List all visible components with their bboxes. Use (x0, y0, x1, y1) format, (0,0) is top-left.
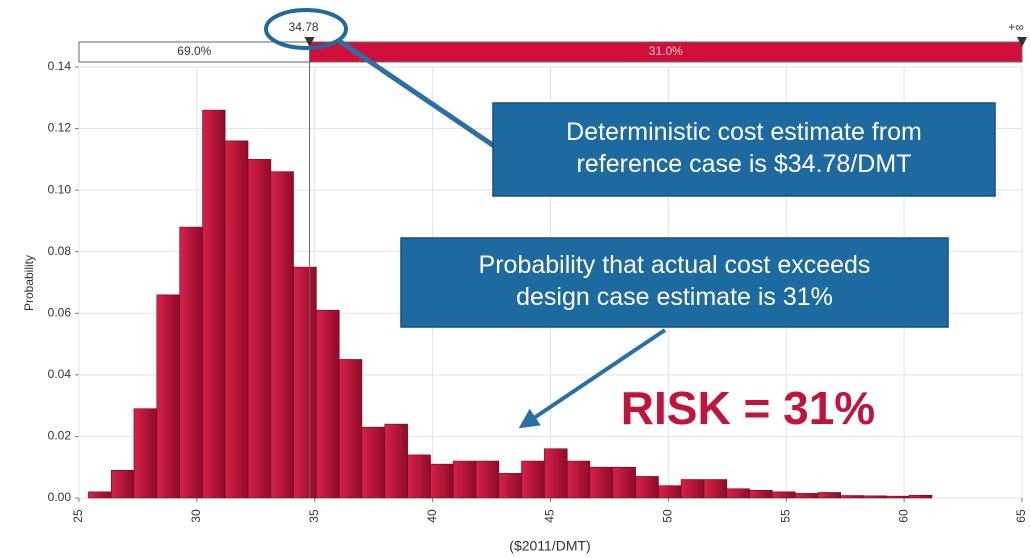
callout-text: Deterministic cost estimate from (566, 118, 922, 146)
x-tick-label: 35 (307, 509, 321, 523)
upper-marker (1017, 37, 1027, 47)
bar (521, 460, 545, 499)
bar (133, 408, 158, 499)
x-tick-label: 45 (543, 509, 557, 523)
x-tick-label: 50 (661, 509, 675, 523)
upper-label: +∞ (1008, 20, 1024, 34)
bar (475, 460, 500, 499)
bar (886, 495, 910, 499)
bar (680, 479, 705, 499)
bar (430, 463, 454, 499)
x-tick-label: 30 (189, 509, 203, 523)
y-tick-label: 0.10 (48, 182, 72, 196)
callout-connector (336, 37, 502, 153)
x-tick-label: 25 (71, 509, 85, 523)
y-axis-title: Probability (22, 255, 36, 311)
bar (726, 488, 750, 499)
bar (316, 309, 340, 499)
callout-box (400, 237, 949, 328)
bar (338, 359, 363, 499)
bar (566, 460, 591, 499)
bar (749, 490, 773, 499)
bar (361, 426, 386, 499)
x-tick-label: 55 (778, 509, 792, 523)
bar (589, 466, 614, 499)
bar (110, 469, 135, 499)
y-tick-label: 0.06 (48, 305, 72, 319)
bar (384, 423, 408, 499)
bar (908, 494, 933, 499)
threshold-label: 34.78 (289, 20, 319, 34)
bar (635, 476, 659, 499)
bar (772, 491, 796, 499)
callout-text: design case estimate is 31% (516, 283, 833, 311)
bar (156, 294, 180, 499)
x-axis-title: ($2011/DMT) (509, 538, 590, 554)
bar (544, 448, 568, 499)
bar (658, 485, 682, 499)
x-tick-label: 40 (425, 509, 439, 523)
bar (202, 109, 226, 499)
callout-text: reference case is $34.78/DMT (577, 150, 912, 178)
x-tick-label: 65 (1014, 509, 1028, 523)
bar (817, 492, 842, 499)
y-tick-label: 0.02 (48, 429, 72, 443)
bar (224, 140, 249, 499)
y-tick-label: 0.00 (48, 490, 72, 504)
bar (794, 493, 819, 499)
bar (293, 266, 317, 499)
bar (498, 473, 522, 499)
risk-label: RISK = 31% (621, 382, 875, 434)
callout-arrow (518, 328, 667, 429)
region-label: 31.0% (649, 44, 683, 58)
y-tick-label: 0.12 (48, 121, 72, 135)
bar (270, 171, 294, 499)
callout: Probability that actual cost exceeds desi… (400, 237, 949, 328)
bar (407, 454, 431, 499)
bar (88, 491, 112, 499)
bar (863, 495, 887, 499)
bar (179, 226, 203, 499)
bar (840, 495, 864, 499)
x-tick-label: 60 (896, 509, 910, 523)
region-right (309, 41, 1023, 63)
bar (612, 466, 636, 499)
bar (452, 460, 477, 499)
callout-box (492, 102, 996, 197)
bar (703, 479, 728, 499)
y-tick-label: 0.04 (48, 367, 72, 381)
threshold-marker (304, 37, 315, 47)
callout: Deterministic cost estimate from referenc… (492, 102, 996, 197)
y-tick-label: 0.08 (48, 244, 72, 258)
highlight-ellipse (264, 8, 348, 50)
bar (247, 159, 272, 499)
callout-text: Probability that actual cost exceeds (479, 251, 871, 279)
region-label: 69.0% (177, 44, 211, 58)
y-tick-label: 0.14 (48, 59, 72, 73)
